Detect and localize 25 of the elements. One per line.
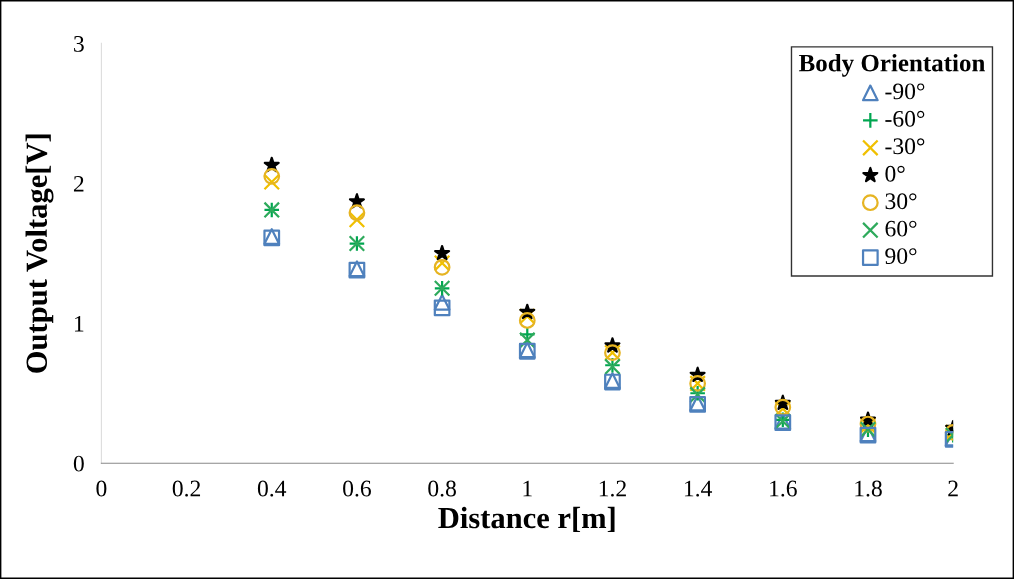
- x-tick-label: 1.4: [684, 480, 713, 497]
- y-tick-label: 2: [73, 175, 84, 192]
- x-tick-label: 0: [96, 480, 107, 497]
- legend-label: 0°: [885, 165, 905, 182]
- y-tick-label: 1: [75, 315, 84, 332]
- x-axis-title: Distance r[m]: [438, 506, 615, 533]
- legend-label: 60°: [885, 220, 917, 237]
- legend-label: -30°: [885, 138, 925, 155]
- y-axis-title: Output Voltage[V]: [25, 134, 54, 373]
- legend-label: -60°: [885, 110, 925, 127]
- x-tick-label: 2: [948, 480, 958, 497]
- y-tick-label: 3: [74, 35, 84, 52]
- y-tick-label: 0: [73, 455, 84, 472]
- x-tick-label: 0.6: [343, 480, 371, 497]
- legend-label: -90°: [885, 83, 925, 100]
- x-tick-label: 1.6: [770, 480, 797, 497]
- legend-label: 30°: [885, 193, 917, 210]
- x-tick-label: 1.2: [599, 480, 626, 497]
- x-tick-label: 0.8: [428, 480, 456, 497]
- x-tick-label: 0.2: [172, 480, 201, 497]
- legend-label: 90°: [885, 248, 917, 265]
- legend-title: Body Orientation: [798, 53, 985, 77]
- x-tick-label: 1.8: [855, 480, 882, 497]
- x-tick-label: 1: [523, 480, 532, 497]
- x-tick-label: 0.4: [257, 480, 287, 497]
